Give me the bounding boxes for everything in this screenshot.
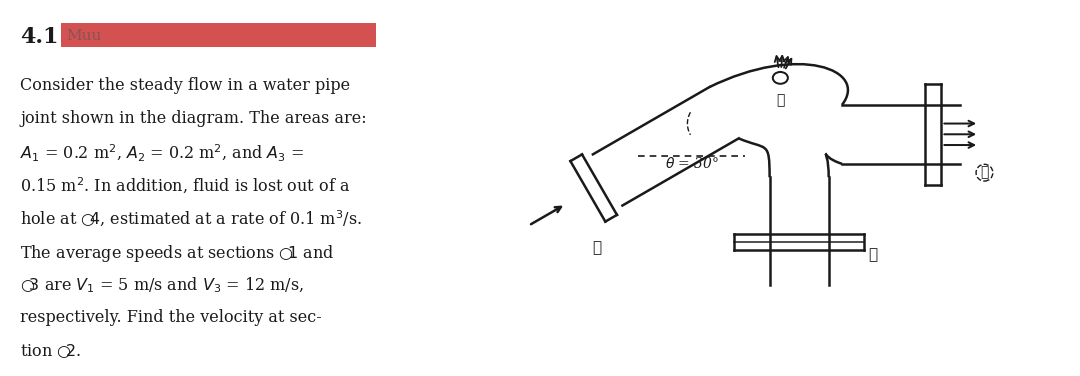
Ellipse shape bbox=[773, 72, 788, 84]
Text: joint shown in the diagram. The areas are:: joint shown in the diagram. The areas ar… bbox=[21, 110, 367, 127]
Text: tion $\bigcirc\!\!{2}$.: tion $\bigcirc\!\!{2}$. bbox=[21, 342, 81, 360]
Text: respectively. Find the velocity at sec-: respectively. Find the velocity at sec- bbox=[21, 309, 322, 326]
Text: 0.15 m$^2$. In addition, fluid is lost out of a: 0.15 m$^2$. In addition, fluid is lost o… bbox=[21, 176, 350, 196]
Text: ①: ① bbox=[593, 241, 602, 255]
Text: Consider the steady flow in a water pipe: Consider the steady flow in a water pipe bbox=[21, 77, 350, 94]
Text: $\theta$ = 30°: $\theta$ = 30° bbox=[665, 156, 719, 171]
Text: The average speeds at sections $\bigcirc\!\!{1}$ and: The average speeds at sections $\bigcirc… bbox=[21, 243, 335, 264]
Text: ④: ④ bbox=[777, 94, 784, 108]
FancyBboxPatch shape bbox=[60, 23, 376, 47]
Text: Muu: Muu bbox=[66, 29, 102, 43]
Text: ②: ② bbox=[868, 248, 878, 262]
Text: 4.1: 4.1 bbox=[21, 26, 58, 49]
Text: $\bigcirc\!\!{3}$ are $V_1$ = 5 m/s and $V_3$ = 12 m/s,: $\bigcirc\!\!{3}$ are $V_1$ = 5 m/s and … bbox=[21, 276, 305, 295]
Text: ③: ③ bbox=[981, 166, 988, 180]
Text: $A_1$ = 0.2 m$^2$, $A_2$ = 0.2 m$^2$, and $A_3$ =: $A_1$ = 0.2 m$^2$, $A_2$ = 0.2 m$^2$, an… bbox=[21, 143, 305, 164]
Text: hole at $\bigcirc\!\!{4}$, estimated at a rate of 0.1 m$^3$/s.: hole at $\bigcirc\!\!{4}$, estimated at … bbox=[21, 209, 363, 229]
